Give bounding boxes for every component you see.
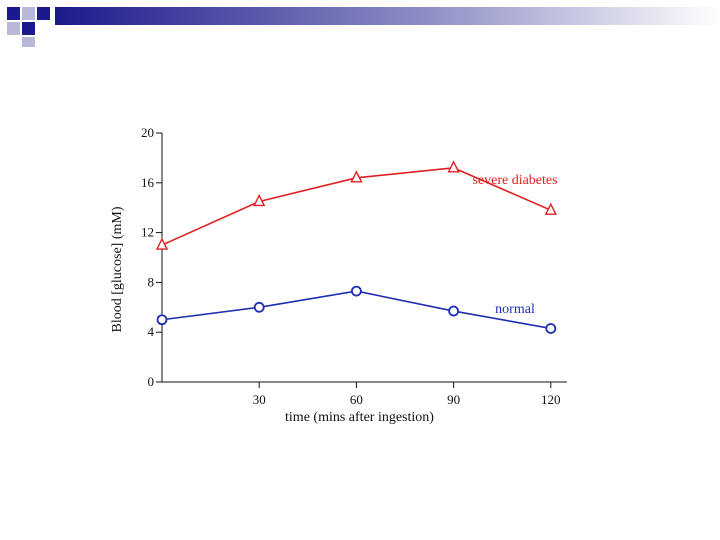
series-line-normal — [161, 290, 551, 330]
header-decoration — [7, 7, 720, 47]
header-square-5 — [22, 22, 35, 35]
y-tick-label: 12 — [141, 225, 154, 240]
y-tick-label: 16 — [141, 175, 155, 190]
series: severe diabetes normal — [155, 160, 558, 334]
x-tick-label: 60 — [350, 392, 363, 407]
header-gradient-bar — [55, 7, 720, 25]
data-point — [350, 285, 362, 297]
y-tick-label: 0 — [148, 374, 155, 389]
series-severe-diabetes: severe diabetes — [155, 160, 558, 250]
data-point — [253, 301, 265, 313]
data-point — [545, 323, 557, 334]
data-point — [544, 202, 557, 215]
data-point — [350, 170, 363, 183]
y-ticks: 0 4 8 12 16 20 — [141, 125, 162, 389]
header-square-6 — [22, 37, 35, 47]
header-square-3 — [37, 7, 50, 20]
data-point — [447, 160, 460, 173]
data-point — [448, 305, 460, 317]
x-ticks: 30 60 90 120 — [253, 382, 561, 407]
y-tick-label: 4 — [148, 324, 155, 339]
series-label-normal: normal — [495, 302, 535, 317]
data-point — [155, 237, 169, 250]
x-axis-title: time (mins after ingestion) — [285, 410, 434, 425]
axes — [161, 133, 567, 383]
y-tick-label: 20 — [141, 125, 154, 140]
x-tick-label: 120 — [541, 392, 561, 407]
data-point — [253, 193, 266, 207]
y-tick-label: 8 — [148, 274, 155, 289]
header-square-4 — [7, 22, 20, 35]
x-tick-label: 30 — [253, 392, 266, 407]
series-normal: normal — [156, 285, 557, 334]
data-point — [156, 314, 168, 326]
y-axis-title: Blood [glucose] (mM) — [110, 206, 125, 332]
header-square-2 — [22, 7, 35, 20]
header-square-1 — [7, 7, 20, 20]
series-label-severe-diabetes: severe diabetes — [472, 173, 557, 188]
x-tick-label: 90 — [447, 392, 460, 407]
